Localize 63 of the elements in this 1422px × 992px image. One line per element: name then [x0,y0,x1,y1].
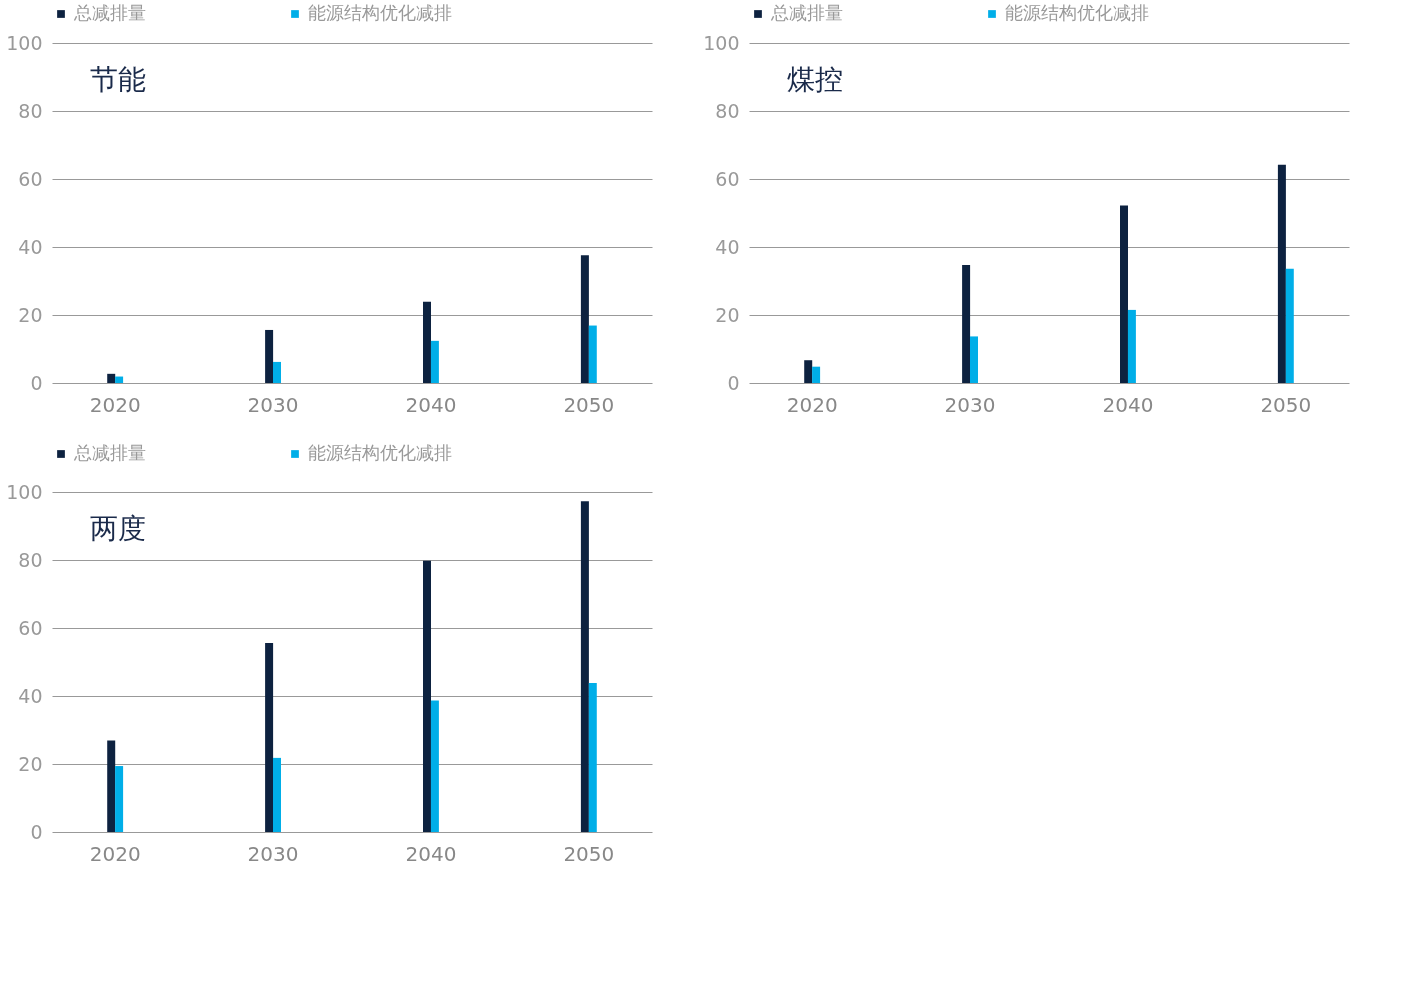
bar [265,642,274,832]
legend-label: 总减排量 [73,442,146,463]
y-tick-label: 20 [18,752,43,775]
legend-label: 能源结构优化减排 [308,2,452,23]
bar [107,373,116,383]
text: 煤控 [787,63,843,96]
x-tick-label: 2050 [1260,392,1312,417]
bar [115,376,124,383]
x-tick-label: 2040 [1102,392,1154,417]
y-tick-label: 100 [6,31,43,54]
text: 节能 [90,63,146,96]
bar [812,366,821,383]
bar [580,255,589,383]
legend-label: 总减排量 [73,2,146,23]
x-tick-label: 2030 [247,392,299,417]
y-tick-label: 40 [18,684,43,707]
bar [1120,205,1128,383]
legend-label: 能源结构优化减排 [308,442,452,463]
y-tick-label: 40 [715,235,740,258]
bar [423,301,431,383]
x-tick-label: 2020 [786,392,838,417]
x-tick-label: 2050 [563,841,615,866]
y-tick-label: 40 [18,235,43,258]
bar [265,329,274,383]
y-tick-label: 60 [18,616,43,639]
y-tick-label: 80 [18,99,43,122]
bar [430,700,439,832]
x-tick-label: 2030 [944,392,996,417]
x-tick-label: 2040 [405,392,457,417]
bar [273,361,281,383]
y-tick-label: 60 [715,167,740,190]
legend-label: 总减排量 [770,2,843,23]
bar [580,501,589,832]
legend-label: 能源结构优化减排 [1005,2,1149,23]
x-tick-label: 2030 [247,841,299,866]
bar [1277,164,1286,383]
y-tick-label: 0 [30,820,43,843]
x-tick-label: 2050 [563,392,615,417]
bar [970,336,978,383]
bar [588,325,597,383]
y-tick-label: 0 [727,371,740,394]
y-tick-label: 0 [30,371,43,394]
bar [588,683,597,832]
bar [804,360,813,383]
x-tick-label: 2040 [405,841,457,866]
y-tick-label: 80 [18,548,43,571]
bar [273,757,281,832]
bar [1127,309,1136,383]
bar [423,560,431,832]
y-tick-label: 60 [18,167,43,190]
text: 两度 [90,512,146,545]
x-tick-label: 2020 [89,841,141,866]
bar [962,265,971,383]
bar [107,740,116,832]
y-tick-label: 100 [6,480,43,503]
y-tick-label: 20 [18,303,43,326]
y-tick-label: 100 [703,31,740,54]
y-tick-label: 80 [715,99,740,122]
bar [115,766,124,832]
x-tick-label: 2020 [89,392,141,417]
bar [430,340,439,383]
y-tick-label: 20 [715,303,740,326]
bar [1285,268,1294,383]
